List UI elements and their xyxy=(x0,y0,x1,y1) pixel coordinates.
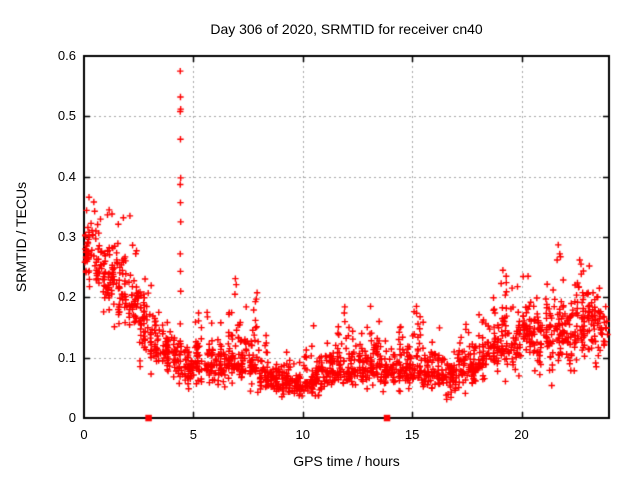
x-tick-label-20: 20 xyxy=(514,427,529,442)
y-tick-label-0.5: 0.5 xyxy=(57,108,76,124)
y-tick-label-0.1: 0.1 xyxy=(57,349,76,365)
x-tick-label-15: 15 xyxy=(404,427,420,442)
y-tick-label-0.2: 0.2 xyxy=(57,289,76,305)
y-tick-label-0: 0 xyxy=(68,410,76,425)
chart-title: Day 306 of 2020, SRMTID for receiver cn4… xyxy=(210,21,483,37)
y-tick-label-0.6: 0.6 xyxy=(57,48,76,63)
y-tick-label-0.3: 0.3 xyxy=(57,229,76,244)
x-tick-label-5: 5 xyxy=(189,427,197,442)
x-tick-label-0: 0 xyxy=(80,427,88,442)
x-tick-label-10: 10 xyxy=(295,427,310,442)
y-tick-label-0.4: 0.4 xyxy=(57,168,76,184)
y-axis-label: SRMTID / TECUs xyxy=(13,181,29,293)
x-axis-label: GPS time / hours xyxy=(293,453,400,469)
